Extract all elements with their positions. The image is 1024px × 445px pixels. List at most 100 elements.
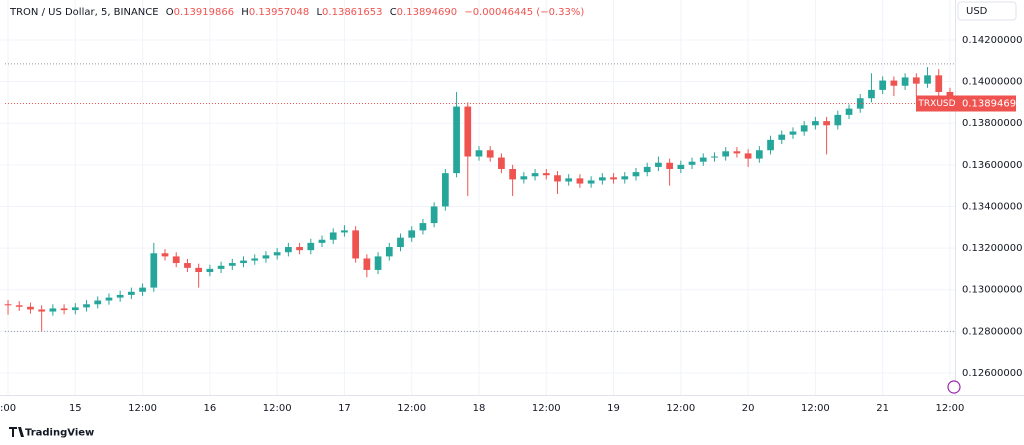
candle-body [296,247,303,251]
y-tick-label: 0.14200000 [962,35,1022,46]
high-label: H [241,7,249,18]
x-tick-label: 21 [876,403,889,414]
candle-body [912,77,920,84]
candle-body [128,291,135,295]
y-tick-label: 0.12800000 [962,326,1022,337]
x-tick-label: 20 [742,403,755,414]
y-tick-label: 0.13200000 [962,243,1022,254]
candle-body [4,304,12,306]
candle-body [509,168,516,180]
x-tick-label: 12:00 [801,403,830,414]
candle-body [217,265,225,269]
candle-body [655,162,662,167]
candle-body [307,242,315,251]
currency-label[interactable]: USD [966,6,988,17]
low-value: 0.13861653 [322,7,382,18]
candle-body [778,134,786,140]
candle-body [15,305,23,307]
candle-body [161,253,169,257]
candle-body [116,294,124,298]
candle-body [172,256,180,264]
candle-body [531,173,539,177]
candle-body [318,239,326,243]
candle-body [789,131,797,135]
price-badge [956,95,1016,112]
candle-body [453,106,460,174]
candle-body [363,258,371,270]
x-tick-label: :00 [0,403,16,414]
y-tick-label: 0.13000000 [962,285,1022,296]
candle-body [105,297,113,301]
x-tick-label: 12:00 [666,403,695,414]
symbol-badge-label: TRXUSD [917,99,955,109]
candle-body [441,173,449,207]
candle-body [699,157,707,162]
brand-name: TradingView [25,428,94,439]
candle-body [206,268,214,273]
brand-logo [9,427,24,437]
x-tick-label: 12:00 [128,403,157,414]
close-label: C [390,7,397,18]
y-tick-label: 0.14000000 [962,77,1022,88]
candle-body [935,75,943,92]
brand: TradingView [9,427,94,439]
candle-body [677,164,685,169]
candle-body [800,125,808,132]
x-tick-label: 12:00 [263,403,292,414]
candle-body [498,157,505,169]
symbol-badge [916,95,958,112]
candle-body [430,206,438,224]
candle-body [139,287,146,292]
candle-body [901,77,909,86]
candle-body [924,75,931,84]
candle-body [385,247,393,257]
currency-button[interactable] [957,1,1017,21]
candle-body [868,89,875,99]
candle-body [475,150,483,157]
symbol: TRON / US Dollar, 5, BINANCE [9,7,159,18]
y-tick-label: 0.13800000 [962,118,1022,129]
candle-body [812,121,819,126]
candle-body [565,178,573,182]
candle-body [823,121,830,126]
candle-body [598,177,606,181]
candle-body [38,309,46,312]
change-value: −0.00046445 (−0.33%) [464,7,584,18]
chart-header: TRON / US Dollar, 5, BINANCE O0.13919866… [9,7,584,18]
candle-body [251,258,259,261]
candle-body [83,304,90,308]
candle-body [195,267,203,273]
candle-body [228,263,236,266]
candle-body [60,308,68,311]
low-label: L [316,7,322,18]
grid [0,0,955,395]
candle-body [150,253,158,288]
x-tick-label: 15 [69,403,82,414]
open-value: 0.13919866 [174,7,234,18]
candle-body [49,308,57,312]
price-badge-label: 0.13894690 [962,98,1022,109]
candle-body [408,230,416,238]
x-tick-label: 12:00 [532,403,561,414]
candle-body [845,108,853,115]
candle-body [284,247,292,253]
plot-area [4,67,955,332]
y-tick-label: 0.12600000 [962,368,1022,379]
candle-body [632,172,640,177]
candle-body [464,106,472,157]
event-icon[interactable] [947,380,961,394]
candle-body [486,150,494,158]
x-tick-label: 12:00 [397,403,426,414]
x-tick-label: 12:00 [936,403,965,414]
candle-body [341,230,348,233]
candle-body [744,153,752,159]
candle-body [542,173,550,176]
open-label: O [166,7,174,18]
candle-body [733,151,741,154]
candle-body [711,156,718,158]
candle-body [834,114,842,126]
candle-body [666,162,673,169]
x-tick-label: 19 [607,403,620,414]
candle-body [329,232,337,240]
